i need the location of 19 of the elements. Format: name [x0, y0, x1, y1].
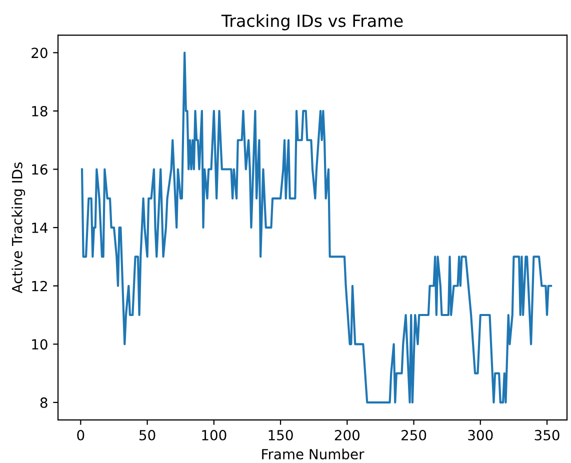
x-tick-label: 150 [268, 430, 293, 440]
y-tick-label: 14 [32, 222, 48, 233]
x-tick-label: 50 [140, 430, 156, 440]
x-tick-label: 200 [334, 430, 360, 440]
x-axis-title: Frame Number [262, 448, 364, 460]
x-tick-label: 250 [402, 430, 426, 440]
y-axis-title: Active Tracking IDs [12, 162, 26, 294]
line-series [80, 52, 552, 404]
y-tick-label: 8 [40, 397, 48, 408]
y-tick-label: 12 [32, 280, 47, 292]
y-tick-label: 10 [32, 339, 48, 350]
chart-title: Tracking IDs vs Frame [221, 14, 403, 30]
x-tick-label: 100 [202, 430, 226, 440]
x-tick-label: 0 [77, 430, 84, 440]
x-tick-label: 300 [468, 430, 493, 440]
y-tick-label: 20 [32, 48, 48, 58]
y-tick-label: 16 [32, 164, 48, 175]
x-tick-label: 350 [534, 430, 560, 440]
y-tick-label: 18 [32, 106, 48, 116]
